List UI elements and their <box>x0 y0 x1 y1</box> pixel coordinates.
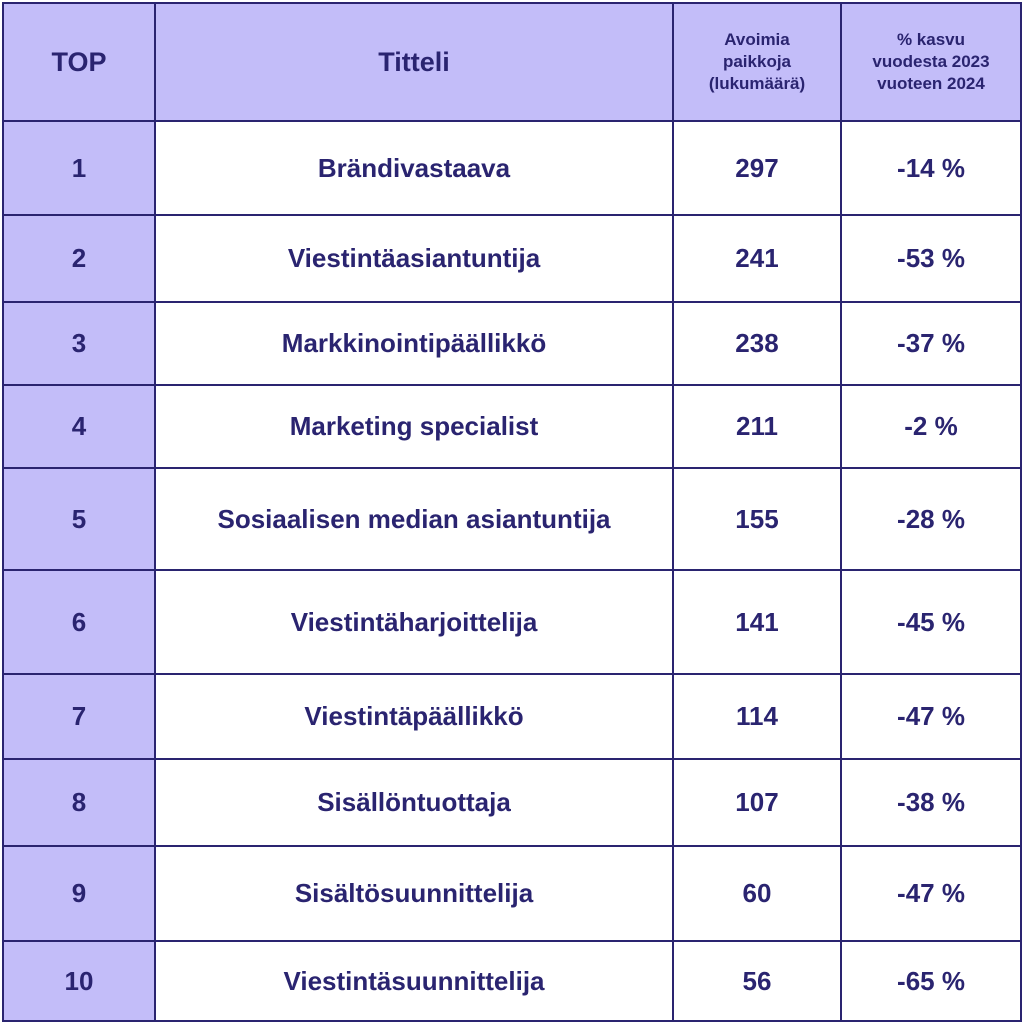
header-top: TOP <box>4 4 156 122</box>
growth-cell: -2 % <box>842 386 1020 469</box>
rank-cell: 9 <box>4 847 156 942</box>
openings-cell: 241 <box>674 216 842 303</box>
rank-cell: 2 <box>4 216 156 303</box>
openings-cell: 107 <box>674 760 842 847</box>
openings-cell: 114 <box>674 675 842 760</box>
rank-cell: 10 <box>4 942 156 1020</box>
title-cell: Viestintäharjoittelija <box>156 571 674 675</box>
rank-cell: 8 <box>4 760 156 847</box>
openings-cell: 56 <box>674 942 842 1020</box>
header-title: Titteli <box>156 4 674 122</box>
title-cell: Sisältösuunnittelija <box>156 847 674 942</box>
rank-cell: 4 <box>4 386 156 469</box>
openings-cell: 60 <box>674 847 842 942</box>
rank-cell: 1 <box>4 122 156 216</box>
growth-cell: -47 % <box>842 675 1020 760</box>
title-cell: Sosiaalisen median asiantuntija <box>156 469 674 571</box>
title-cell: Markkinointipäällikkö <box>156 303 674 386</box>
growth-cell: -38 % <box>842 760 1020 847</box>
header-openings: Avoimia paikkoja (lukumäärä) <box>674 4 842 122</box>
title-cell: Marketing specialist <box>156 386 674 469</box>
growth-cell: -65 % <box>897 965 965 996</box>
openings-cell: 297 <box>674 122 842 216</box>
openings-cell: 141 <box>674 571 842 675</box>
openings-cell: 211 <box>674 386 842 469</box>
growth-cell: -37 % <box>842 303 1020 386</box>
title-cell: Sisällöntuottaja <box>156 760 674 847</box>
growth-cell: -47 % <box>842 847 1020 942</box>
openings-cell: 238 <box>674 303 842 386</box>
title-cell: Viestintäpäällikkö <box>156 675 674 760</box>
title-cell: Viestintäsuunnittelija <box>156 942 674 1020</box>
growth-cell: -45 % <box>842 571 1020 675</box>
growth-cell: -53 % <box>842 216 1020 303</box>
openings-cell: 155 <box>674 469 842 571</box>
rank-cell: 6 <box>4 571 156 675</box>
rank-cell: 7 <box>4 675 156 760</box>
title-cell: Viestintäasiantuntija <box>156 216 674 303</box>
header-growth: % kasvu vuodesta 2023 vuoteen 2024 <box>842 4 1020 122</box>
rank-cell: 5 <box>4 469 156 571</box>
growth-cell: -28 % <box>842 469 1020 571</box>
growth-cell: -14 % <box>842 122 1020 216</box>
rank-cell: 3 <box>4 303 156 386</box>
title-cell: Brändivastaava <box>156 122 674 216</box>
